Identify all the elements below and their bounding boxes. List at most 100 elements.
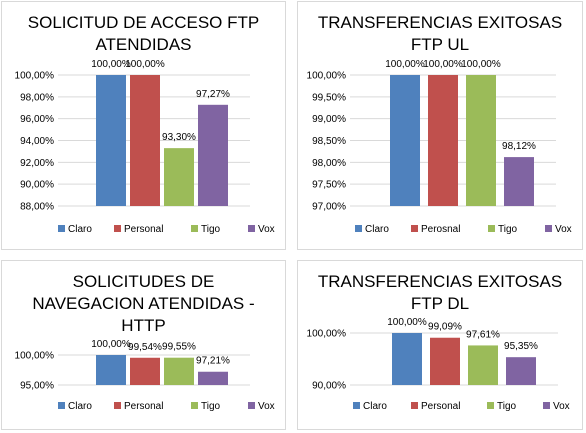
bar <box>130 357 160 385</box>
y-tick-label: 98,50% <box>312 136 346 147</box>
legend-swatch <box>353 402 360 409</box>
legend-swatch <box>114 225 121 232</box>
legend-label: Personal <box>124 401 163 412</box>
bar <box>428 75 458 206</box>
legend-swatch <box>248 402 255 409</box>
data-label: 100,00% <box>91 339 131 350</box>
legend-swatch <box>58 402 65 409</box>
bar <box>164 148 194 206</box>
data-label: 93,30% <box>162 132 196 143</box>
chart-plot: 100,00%90,00%100,00% 99,09%97,61%95,35%Cl… <box>307 317 570 412</box>
data-label: 95,35% <box>504 341 538 352</box>
legend-swatch <box>543 402 550 409</box>
legend-swatch <box>488 225 495 232</box>
legend-swatch <box>58 225 65 232</box>
data-label: 98,12% <box>502 141 536 152</box>
chart-title-line: HTTP <box>121 316 166 335</box>
legend-label: Personal <box>421 401 460 412</box>
chart-title-line: SOLICITUD DE ACCESO FTP <box>27 13 260 32</box>
legend-label: Claro <box>363 401 387 412</box>
legend-swatch <box>355 225 362 232</box>
chart-panel-ftp-ul: TRANSFERENCIAS EXITOSAS FTP UL 100,00% 99… <box>297 1 583 250</box>
legend-label: Personal <box>124 224 163 235</box>
y-tick-label: 92,00% <box>20 158 54 169</box>
data-label: 99,09% <box>428 322 462 333</box>
legend-label: Claro <box>68 401 92 412</box>
y-tick-label: 97,50% <box>312 180 346 191</box>
y-tick-label: 100,00% <box>307 71 347 82</box>
legend-swatch <box>487 402 494 409</box>
y-tick-label: 90,00% <box>20 180 54 191</box>
legend-swatch <box>411 225 418 232</box>
chart-title-line: FTP DL <box>410 294 470 313</box>
legend-label: Tigo <box>498 224 518 235</box>
legend-label: Perosnal <box>421 224 460 235</box>
chart-title: TRANSFERENCIAS EXITOSAS FTP DL <box>298 271 582 315</box>
legend-label: Claro <box>365 224 389 235</box>
legend-label: Vox <box>258 224 275 235</box>
chart-plot: 100,00% 99,50% 99,00% 98,50% 98,00% 97,50% 97,… <box>307 59 572 235</box>
chart-title-line: TRANSFERENCIAS EXITOSAS <box>317 272 563 291</box>
bar <box>392 333 422 385</box>
data-label: 100,00% <box>385 59 425 70</box>
y-tick-label: 98,00% <box>312 158 346 169</box>
legend-label: Tigo <box>497 401 517 412</box>
data-label: 97,21% <box>196 356 230 367</box>
legend-label: Claro <box>68 224 92 235</box>
chart-title-line: FTP UL <box>410 35 470 54</box>
chart-title-line: NAVEGACION ATENDIDAS - <box>32 294 255 313</box>
bar <box>466 75 496 206</box>
chart-panel-ftp-dl: TRANSFERENCIAS EXITOSAS FTP DL 100,00% 90… <box>297 260 583 430</box>
legend-swatch <box>411 402 418 409</box>
data-label: 97,61% <box>466 329 500 340</box>
bar <box>164 357 194 385</box>
chart-title: SOLICITUD DE ACCESO FTP ATENDIDAS <box>2 12 285 56</box>
y-tick-label: 95,00% <box>20 381 54 392</box>
bar <box>430 337 460 385</box>
chart-title-line: TRANSFERENCIAS EXITOSAS <box>317 13 563 32</box>
bar <box>468 345 498 385</box>
y-tick-label: 96,00% <box>20 114 54 125</box>
bar <box>506 357 536 385</box>
y-tick-label: 97,00% <box>312 202 346 213</box>
y-tick-label: 100,00% <box>307 329 347 340</box>
legend-swatch <box>114 402 121 409</box>
chart-title: SOLICITUDES DE NAVEGACION ATENDIDAS - HT… <box>2 271 285 337</box>
legend-swatch <box>191 225 198 232</box>
legend-swatch <box>191 402 198 409</box>
legend-label: Tigo <box>201 224 221 235</box>
legend-label: Vox <box>555 224 572 235</box>
data-label: 100,00% <box>91 59 131 70</box>
y-tick-label: 99,00% <box>312 114 346 125</box>
chart-plot: 100,00%95,00%100,00%99,54% 99,55%97,21%Cl… <box>15 339 275 412</box>
chart-title-line: SOLICITUDES DE <box>72 272 215 291</box>
bar <box>96 355 126 385</box>
y-tick-label: 100,00% <box>15 71 55 82</box>
data-label: 99,54% <box>128 342 162 353</box>
legend-label: Tigo <box>201 401 221 412</box>
legend-swatch <box>248 225 255 232</box>
bar <box>130 75 160 206</box>
bar <box>390 75 420 206</box>
data-label: 100,00% <box>461 59 501 70</box>
data-label: 100,00% <box>387 317 427 328</box>
legend-label: Vox <box>258 401 275 412</box>
y-tick-label: 90,00% <box>312 381 346 392</box>
y-tick-label: 94,00% <box>20 136 54 147</box>
data-label: 97,27% <box>196 89 230 100</box>
chart-title: TRANSFERENCIAS EXITOSAS FTP UL <box>298 12 582 56</box>
legend-swatch <box>545 225 552 232</box>
chart-panel-ftp-access: SOLICITUD DE ACCESO FTP ATENDIDAS 100,00… <box>1 1 286 250</box>
chart-title-line: ATENDIDAS <box>95 35 192 54</box>
data-label: 100,00% <box>125 59 165 70</box>
chart-panel-http: SOLICITUDES DE NAVEGACION ATENDIDAS - HT… <box>1 260 286 430</box>
data-label: 100,00% <box>423 59 463 70</box>
chart-plot: 100,00% 98,00% 96,00% 94,00% 92,00% 90,00% 88,… <box>15 59 275 235</box>
y-tick-label: 99,50% <box>312 92 346 103</box>
y-tick-label: 98,00% <box>20 92 54 103</box>
bar <box>198 371 228 385</box>
y-tick-label: 88,00% <box>20 202 54 213</box>
legend-label: Vox <box>553 401 570 412</box>
data-label: 99,55% <box>162 342 196 353</box>
bar <box>96 75 126 206</box>
